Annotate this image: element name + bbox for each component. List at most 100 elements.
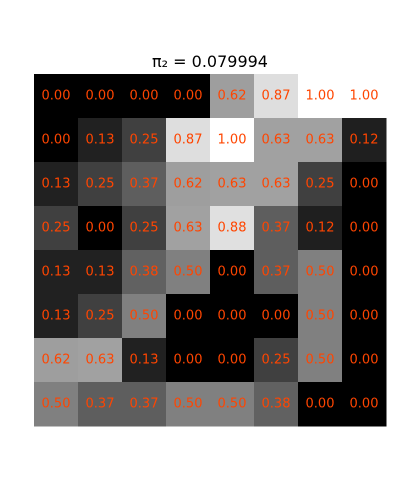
heatmap-cell-r4-c2 xyxy=(122,250,167,295)
heatmap-cell-r2-c5 xyxy=(254,162,299,207)
cell-label-r3-c4: 0.88 xyxy=(218,221,247,236)
cell-label-r2-c5: 0.63 xyxy=(262,177,291,192)
heatmap-cell-r5-c3 xyxy=(166,294,211,339)
heatmap-cell-r1-c6 xyxy=(298,118,343,163)
cell-label-r1-c7: 0.12 xyxy=(350,133,379,148)
cell-label-r6-c5: 0.25 xyxy=(262,353,291,368)
cell-label-r2-c4: 0.63 xyxy=(218,177,247,192)
cell-label-r0-c4: 0.62 xyxy=(218,89,247,104)
heatmap-cell-r4-c6 xyxy=(298,250,343,295)
heatmap-cell-r4-c1 xyxy=(78,250,123,295)
heatmap-cell-r7-c6 xyxy=(298,382,343,427)
heatmap-cell-r0-c3 xyxy=(166,74,211,119)
heatmap-cell-r3-c5 xyxy=(254,206,299,251)
cell-label-r6-c3: 0.00 xyxy=(174,353,203,368)
heatmap-cell-r6-c6 xyxy=(298,338,343,383)
cell-label-r2-c1: 0.25 xyxy=(86,177,115,192)
cell-label-r0-c6: 1.00 xyxy=(306,89,335,104)
cell-label-r3-c7: 0.00 xyxy=(350,221,379,236)
heatmap-cell-r7-c4 xyxy=(210,382,255,427)
cell-label-r4-c6: 0.50 xyxy=(306,265,335,280)
heatmap-cell-r3-c2 xyxy=(122,206,167,251)
cell-label-r4-c3: 0.50 xyxy=(174,265,203,280)
heatmap-cell-r2-c3 xyxy=(166,162,211,207)
cell-label-r1-c3: 0.87 xyxy=(174,133,203,148)
cell-label-r7-c0: 0.50 xyxy=(42,397,71,412)
cell-label-r0-c0: 0.00 xyxy=(42,89,71,104)
cell-label-r3-c6: 0.12 xyxy=(306,221,335,236)
heatmap-cell-r7-c3 xyxy=(166,382,211,427)
cell-label-r3-c2: 0.25 xyxy=(130,221,159,236)
cell-label-r5-c1: 0.25 xyxy=(86,309,115,324)
cell-label-r5-c5: 0.00 xyxy=(262,309,291,324)
heatmap-cell-r3-c0 xyxy=(34,206,79,251)
cell-label-r3-c5: 0.37 xyxy=(262,221,291,236)
cell-label-r5-c3: 0.00 xyxy=(174,309,203,324)
cell-label-r6-c6: 0.50 xyxy=(306,353,335,368)
cell-label-r6-c2: 0.13 xyxy=(130,353,159,368)
cell-label-r7-c4: 0.50 xyxy=(218,397,247,412)
chart-title: π₂ = 0.079994 xyxy=(152,52,268,71)
cell-label-r0-c1: 0.00 xyxy=(86,89,115,104)
cell-label-r4-c1: 0.13 xyxy=(86,265,115,280)
heatmap-cell-r2-c4 xyxy=(210,162,255,207)
heatmap-cell-r2-c2 xyxy=(122,162,167,207)
heatmap-cell-r2-c6 xyxy=(298,162,343,207)
heatmap-cell-r5-c5 xyxy=(254,294,299,339)
cell-label-r1-c1: 0.13 xyxy=(86,133,115,148)
heatmap-cell-r7-c7 xyxy=(342,382,387,427)
heatmap-cell-r4-c3 xyxy=(166,250,211,295)
heatmap-cell-r4-c5 xyxy=(254,250,299,295)
heatmap-cell-r6-c7 xyxy=(342,338,387,383)
cell-label-r1-c0: 0.00 xyxy=(42,133,71,148)
cell-label-r6-c7: 0.00 xyxy=(350,353,379,368)
heatmap-cell-r4-c0 xyxy=(34,250,79,295)
cell-label-r4-c0: 0.13 xyxy=(42,265,71,280)
cell-label-r5-c0: 0.13 xyxy=(42,309,71,324)
heatmap-cell-r0-c0 xyxy=(34,74,79,119)
heatmap-cell-r1-c1 xyxy=(78,118,123,163)
cell-label-r0-c3: 0.00 xyxy=(174,89,203,104)
cell-label-r2-c2: 0.37 xyxy=(130,177,159,192)
heatmap-cell-r1-c2 xyxy=(122,118,167,163)
heatmap-cell-r5-c4 xyxy=(210,294,255,339)
heatmap-cell-r3-c1 xyxy=(78,206,123,251)
cell-label-r5-c7: 0.00 xyxy=(350,309,379,324)
heatmap-cell-r1-c4 xyxy=(210,118,255,163)
heatmap-cell-r0-c2 xyxy=(122,74,167,119)
heatmap-cell-r1-c0 xyxy=(34,118,79,163)
heatmap-cell-r6-c5 xyxy=(254,338,299,383)
cell-label-r5-c4: 0.00 xyxy=(218,309,247,324)
heatmap-cell-r7-c0 xyxy=(34,382,79,427)
cell-label-r4-c2: 0.38 xyxy=(130,265,159,280)
cell-label-r3-c3: 0.63 xyxy=(174,221,203,236)
heatmap-cell-r5-c0 xyxy=(34,294,79,339)
heatmap-cell-r3-c4 xyxy=(210,206,255,251)
cell-label-r5-c6: 0.50 xyxy=(306,309,335,324)
cell-label-r2-c3: 0.62 xyxy=(174,177,203,192)
heatmap-cell-r2-c0 xyxy=(34,162,79,207)
heatmap-cell-r6-c1 xyxy=(78,338,123,383)
heatmap-cell-r2-c7 xyxy=(342,162,387,207)
cell-label-r2-c6: 0.25 xyxy=(306,177,335,192)
heatmap-cell-r5-c6 xyxy=(298,294,343,339)
cell-label-r7-c7: 0.00 xyxy=(350,397,379,412)
heatmap-labels: 0.00 0.00 0.00 0.00 0.62 0.87 1.00 1.00 0.00 0.13… xyxy=(42,89,379,412)
heatmap-cell-r1-c3 xyxy=(166,118,211,163)
cell-label-r6-c1: 0.63 xyxy=(86,353,115,368)
heatmap-cell-r6-c4 xyxy=(210,338,255,383)
heatmap-cell-r5-c1 xyxy=(78,294,123,339)
heatmap-cell-r3-c6 xyxy=(298,206,343,251)
heatmap-cell-r0-c6 xyxy=(298,74,343,119)
heatmap-cell-r5-c7 xyxy=(342,294,387,339)
heatmap-cell-r6-c0 xyxy=(34,338,79,383)
cell-label-r4-c5: 0.37 xyxy=(262,265,291,280)
cell-label-r6-c0: 0.62 xyxy=(42,353,71,368)
heatmap-cell-r3-c7 xyxy=(342,206,387,251)
heatmap-cell-r1-c5 xyxy=(254,118,299,163)
heatmap-cell-r0-c4 xyxy=(210,74,255,119)
cell-label-r6-c4: 0.00 xyxy=(218,353,247,368)
heatmap-cells xyxy=(34,74,387,427)
cell-label-r1-c2: 0.25 xyxy=(130,133,159,148)
